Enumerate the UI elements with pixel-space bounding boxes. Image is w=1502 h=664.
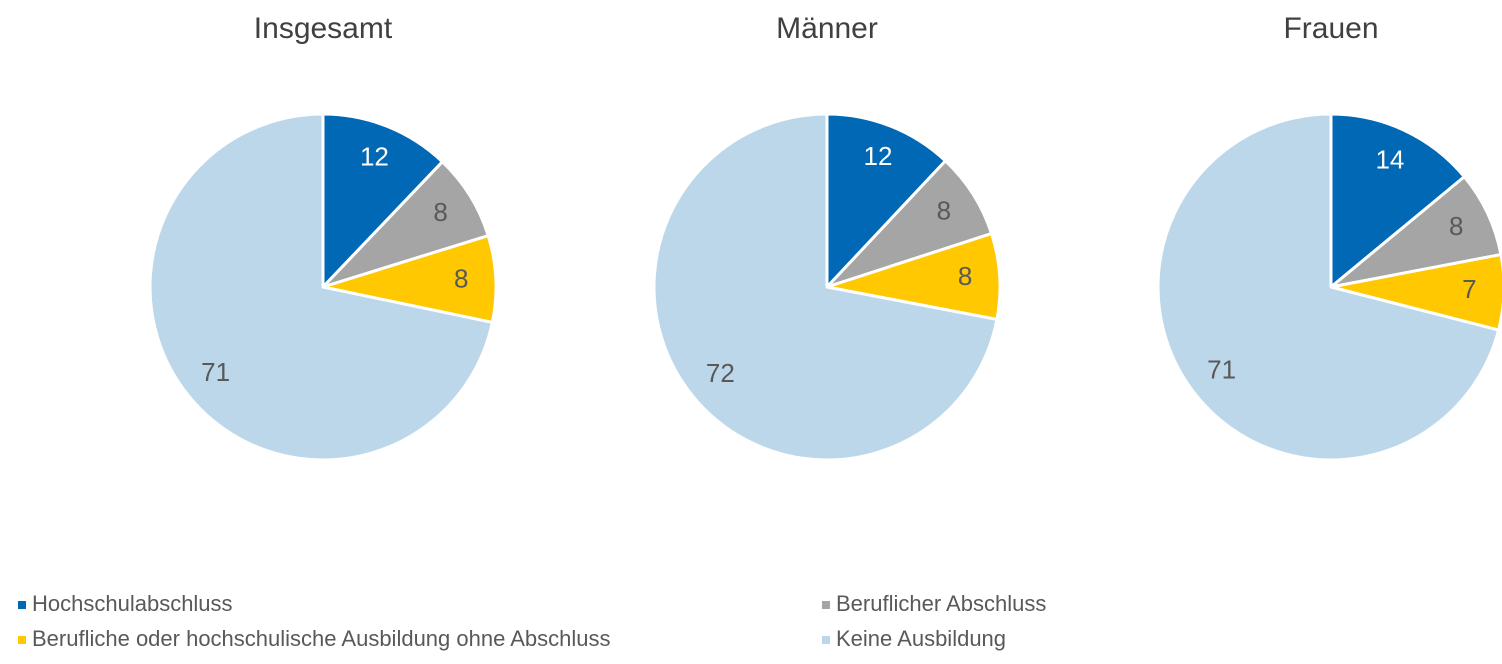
chart-title: Insgesamt bbox=[254, 12, 393, 45]
data-label: 7 bbox=[1462, 274, 1476, 304]
data-label: 72 bbox=[706, 358, 735, 388]
data-label: 12 bbox=[863, 141, 892, 171]
chart-title: Männer bbox=[776, 12, 878, 45]
legend-marker bbox=[18, 601, 26, 609]
legend-label: Berufliche oder hochschulische Ausbildun… bbox=[32, 626, 611, 651]
pie-slice bbox=[1329, 112, 1466, 289]
data-label: 8 bbox=[433, 197, 447, 227]
data-label: 8 bbox=[1449, 211, 1463, 241]
pie-slice bbox=[321, 160, 490, 289]
legend-label: Beruflicher Abschluss bbox=[836, 591, 1046, 616]
pie-slice bbox=[825, 112, 947, 289]
data-label: 71 bbox=[1207, 355, 1236, 385]
data-label: 8 bbox=[454, 263, 468, 293]
chart-title: Frauen bbox=[1283, 12, 1378, 45]
legend-marker bbox=[822, 601, 830, 609]
data-label: 71 bbox=[201, 357, 230, 387]
data-label: 14 bbox=[1375, 145, 1404, 175]
legend-label: Hochschulabschluss bbox=[32, 591, 233, 616]
pie-slice bbox=[652, 112, 999, 462]
data-label: 8 bbox=[937, 196, 951, 226]
legend-marker bbox=[822, 636, 830, 644]
legend-marker bbox=[18, 636, 26, 644]
pie-slice bbox=[321, 234, 498, 324]
pie-slice bbox=[321, 112, 444, 289]
pie-slice bbox=[1156, 112, 1501, 462]
data-label: 8 bbox=[958, 261, 972, 291]
data-label: 12 bbox=[360, 141, 389, 171]
legend-label: Keine Ausbildung bbox=[836, 626, 1006, 651]
pie-slice bbox=[148, 112, 494, 462]
